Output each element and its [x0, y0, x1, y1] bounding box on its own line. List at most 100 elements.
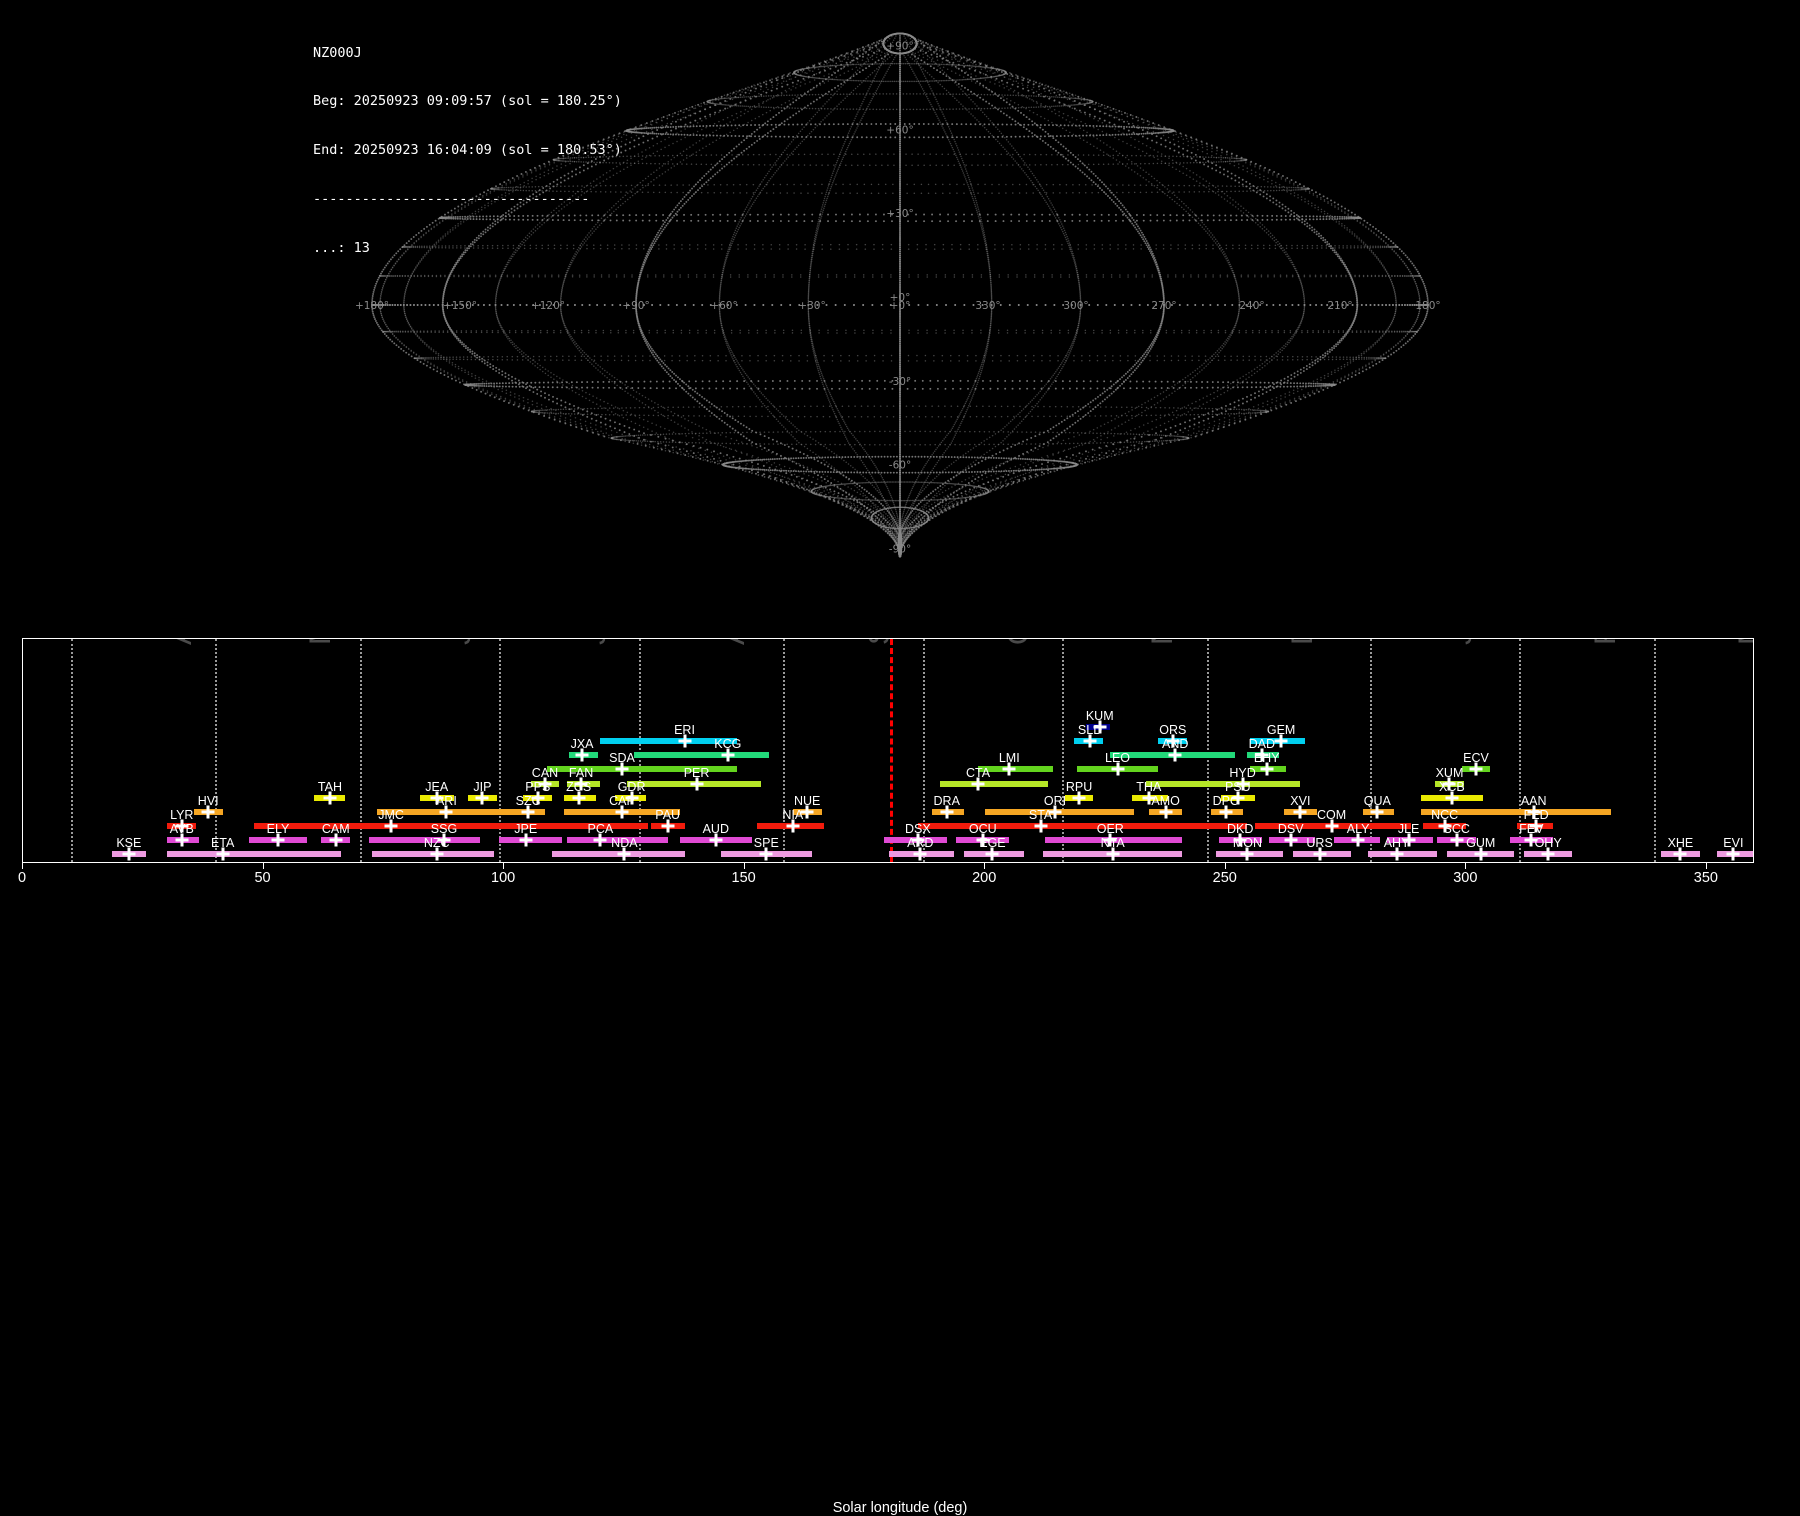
shower-activity-bar[interactable] [1064, 794, 1094, 801]
shower-code-label: PCA [587, 821, 614, 836]
shower-activity-bar[interactable] [564, 794, 596, 801]
shower-activity-bar[interactable] [1074, 738, 1104, 745]
month-separator [1206, 639, 1209, 862]
shower-code-label: EHY [1253, 751, 1280, 766]
ra-tick-label: +120° [531, 300, 565, 312]
dec-tick-label: -90° [889, 544, 911, 556]
shower-code-label: RPU [1065, 779, 1093, 794]
shower-activity-bar[interactable] [963, 851, 1024, 857]
shower-activity-bar[interactable] [1447, 851, 1515, 857]
x-axis-tick-label: 350 [1693, 870, 1718, 886]
shower-code-label: NCC [1431, 807, 1459, 822]
shower-activity-bar[interactable] [650, 822, 685, 829]
shower-activity-bar[interactable] [1076, 766, 1159, 773]
shower-code-label: GUM [1466, 836, 1496, 850]
dec-tick-label: +30° [886, 208, 913, 220]
ra-tick-label: +90° [622, 300, 649, 312]
shower-activity-bar[interactable] [167, 851, 341, 857]
shower-code-label: KUM [1085, 709, 1114, 724]
shower-code-label: ORI [1043, 793, 1067, 808]
shower-code-label: ZCS [566, 779, 592, 794]
station-id: NZ000J [313, 44, 362, 61]
shower-activity-bar[interactable] [547, 766, 738, 773]
x-axis-tick [1465, 863, 1467, 869]
month-separator [1653, 639, 1656, 862]
shower-activity-bar[interactable] [1146, 780, 1301, 787]
shower-activity-bar[interactable] [1283, 808, 1318, 815]
shower-activity-bar[interactable] [167, 836, 199, 843]
month-label: AUG [718, 639, 752, 645]
ra-tick-label: 210° [1327, 300, 1352, 312]
shower-code-label: NDA [611, 836, 638, 850]
shower-activity-bar[interactable] [634, 752, 769, 759]
shower-code-label: PER [683, 765, 710, 780]
ra-tick-label: 330° [975, 300, 1000, 312]
shower-activity-bar[interactable] [499, 836, 562, 843]
shower-code-label: DSX [905, 821, 931, 836]
shower-activity-bar[interactable] [321, 836, 351, 843]
shower-activity-bar[interactable] [932, 808, 964, 815]
shower-code-label: SCC [1443, 821, 1470, 836]
shower-activity-bar[interactable] [249, 836, 307, 843]
shower-activity-bar[interactable] [939, 780, 1048, 787]
shower-activity-bar[interactable] [369, 836, 481, 843]
shower-activity-bar[interactable] [112, 851, 146, 857]
shower-activity-bar[interactable] [468, 794, 497, 801]
shower-activity-bar[interactable] [1362, 808, 1395, 815]
shower-code-label: COM [1317, 807, 1347, 822]
shower-activity-bar[interactable] [1367, 851, 1438, 857]
shower-code-label: CAN [531, 765, 559, 780]
shower-activity-bar[interactable] [720, 851, 813, 857]
shower-activity-bar[interactable] [917, 822, 1248, 829]
ra-tick-label: +60° [710, 300, 737, 312]
shower-activity-bar[interactable] [1042, 851, 1183, 857]
shower-code-label: KSE [116, 836, 142, 850]
shower-code-label: EVI [1723, 836, 1744, 850]
shower-code-label: XHE [1667, 836, 1694, 850]
x-axis-tick-label: 150 [731, 870, 756, 886]
shower-activity-bar[interactable] [1293, 851, 1351, 857]
shower-activity-bar[interactable] [889, 851, 954, 857]
begin-time: Beg: 20250923 09:09:57 (sol = 180.25°) [313, 93, 622, 110]
shower-code-label: LEO [1105, 751, 1131, 766]
shower-activity-bar[interactable] [1334, 836, 1380, 843]
shower-activity-bar[interactable] [1420, 808, 1611, 815]
shower-activity-bar[interactable] [1461, 766, 1491, 773]
shower-activity-bar[interactable] [314, 794, 346, 801]
shower-activity-bar[interactable] [193, 808, 223, 815]
shower-code-label: PAU [655, 807, 681, 822]
x-axis-tick-label: 250 [1212, 870, 1237, 886]
shower-activity-bar[interactable] [253, 822, 649, 829]
shower-activity-bar[interactable] [1524, 851, 1573, 857]
shower-activity-bar[interactable] [371, 851, 495, 857]
ra-tick-label: 180° [1415, 300, 1440, 312]
shower-code-label: EGE [979, 836, 1006, 850]
shower-activity-bar[interactable] [1420, 794, 1484, 801]
shower-code-label: NIA [782, 807, 804, 822]
month-label: MAY [304, 639, 338, 645]
shower-activity-bar[interactable] [600, 738, 738, 745]
shower-activity-bar[interactable] [679, 836, 752, 843]
shower-code-label: DSV [1277, 821, 1304, 836]
sky-map: +90° +60° +30° +0° -30° -60° -90° +180° +150° +12… [0, 0, 1800, 630]
sky-grid-svg: +90° +60° +30° +0° -30° -60° -90° +180° +150° +12… [355, 32, 1441, 558]
shower-activity-bar[interactable] [552, 851, 685, 857]
shower-activity-bar[interactable] [626, 780, 762, 787]
shower-activity-bar[interactable] [1716, 851, 1753, 857]
shower-code-label: NZC [423, 836, 450, 850]
shower-activity-bar[interactable] [569, 752, 598, 759]
month-separator [359, 639, 362, 862]
month-separator [215, 639, 218, 862]
shower-activity-bar[interactable] [1148, 808, 1183, 815]
shower-activity-bar[interactable] [513, 808, 545, 815]
shower-activity-bar[interactable] [566, 836, 668, 843]
shower-code-label: OCU [968, 821, 997, 836]
month-separator [1062, 639, 1065, 862]
shower-activity-bar[interactable] [1216, 851, 1284, 857]
shower-activity-bar[interactable] [1661, 851, 1700, 857]
shower-activity-bar[interactable] [756, 822, 825, 829]
shower-code-label: JLE [1397, 821, 1420, 836]
shower-code-label: OER [1096, 821, 1124, 836]
shower-activity-bar[interactable] [985, 808, 1135, 815]
shower-activity-bar[interactable] [1211, 808, 1243, 815]
